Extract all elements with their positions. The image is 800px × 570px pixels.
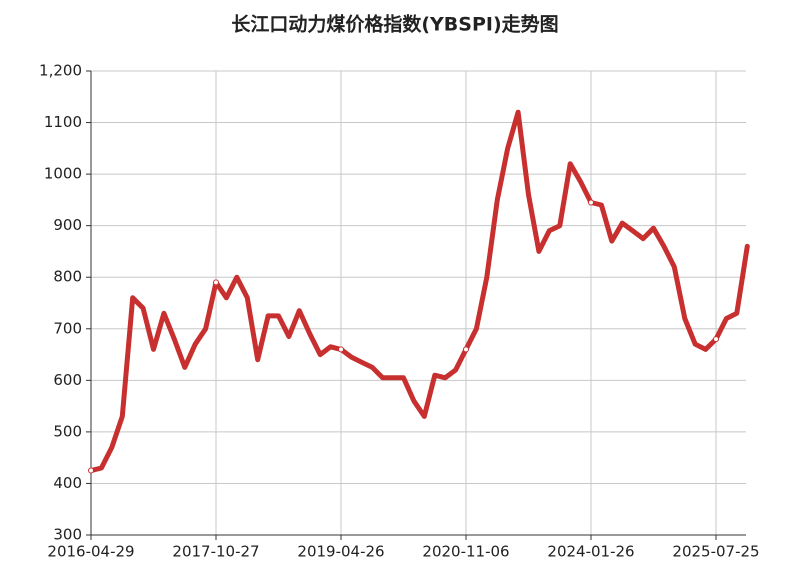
chart-title: 长江口动力煤价格指数(YBSPI)走势图	[231, 13, 558, 36]
y-tick-label: 1100	[44, 113, 82, 131]
point	[338, 346, 344, 353]
y-tick-label: 300	[53, 526, 82, 544]
point	[88, 467, 94, 474]
x-tick-label: 2024-01-26	[547, 543, 634, 561]
point	[463, 346, 469, 353]
y-tick-label: 700	[53, 319, 82, 337]
x-tick-label: 2025-07-25	[672, 543, 759, 561]
point	[713, 336, 719, 343]
y-tick-label: 500	[53, 422, 82, 440]
x-tick-label: 2017-10-27	[172, 543, 259, 561]
y-tick-label: 900	[53, 216, 82, 234]
x-tick-label: 2020-11-06	[422, 543, 509, 561]
y-tick-label: 1,200	[39, 62, 82, 80]
point	[213, 279, 219, 286]
y-tick-label: 800	[53, 268, 82, 286]
line	[88, 109, 750, 474]
x-tick-label: 2019-04-26	[297, 543, 384, 561]
y-tick-label: 1000	[44, 165, 82, 183]
y-tick-label: 400	[53, 474, 82, 492]
point	[588, 199, 594, 206]
y-tick-label: 600	[53, 371, 82, 389]
x-tick-label: 2016-04-29	[47, 543, 134, 561]
